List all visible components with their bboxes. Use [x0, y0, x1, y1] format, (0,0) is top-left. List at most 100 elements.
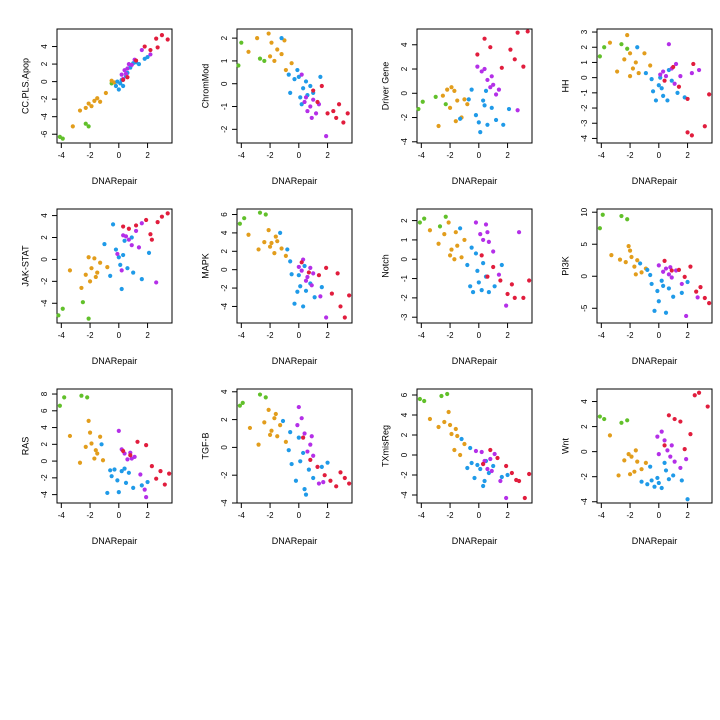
data-point [155, 220, 160, 225]
data-point [649, 478, 654, 483]
data-point [83, 444, 88, 449]
data-point [509, 282, 514, 287]
data-point [273, 234, 278, 239]
data-point [272, 58, 277, 64]
data-point [105, 265, 110, 270]
x-tick-label: 2 [505, 151, 510, 160]
data-point [495, 455, 500, 461]
data-point [417, 220, 422, 225]
data-point [447, 105, 453, 110]
plot-box [416, 388, 533, 504]
data-point [617, 257, 623, 262]
data-point [135, 439, 140, 444]
data-point [115, 251, 120, 257]
data-point [648, 272, 653, 278]
data-point [299, 102, 304, 107]
data-point [144, 495, 149, 500]
panel-2: -4 -2 0 2 -4 -2 0 2 4 DNARepair Driver Gene [380, 28, 533, 186]
x-tick-label: 2 [145, 331, 150, 340]
x-axis-title: DNARepair [632, 536, 678, 546]
data-point [483, 222, 489, 227]
data-point [420, 99, 425, 104]
y-tick-label: 2 [40, 235, 49, 240]
data-point [301, 304, 306, 309]
plot-box [416, 28, 533, 144]
y-tick-label: 0 [220, 445, 229, 450]
data-point [696, 390, 702, 395]
data-point [475, 462, 480, 468]
data-point [671, 64, 676, 70]
data-point [443, 102, 448, 107]
y-tick-label: -1 [400, 274, 409, 282]
data-point [655, 475, 660, 481]
data-point [658, 75, 663, 80]
data-point [87, 279, 93, 284]
x-tick-label: -2 [627, 331, 635, 340]
data-point [443, 214, 448, 219]
data-point [302, 431, 307, 436]
x-tick-label: -2 [87, 151, 95, 160]
data-point [308, 104, 313, 109]
data-point [329, 291, 334, 296]
data-point [118, 262, 123, 267]
data-point [285, 247, 290, 252]
data-point [139, 277, 144, 282]
y-tick-label: 1 [580, 60, 589, 65]
data-point [625, 418, 630, 423]
data-point [449, 247, 454, 252]
data-point [622, 458, 627, 463]
data-point [491, 463, 496, 469]
data-point [478, 232, 483, 237]
data-point [263, 212, 268, 217]
data-point [142, 44, 147, 49]
data-point [678, 465, 683, 471]
data-point [279, 246, 284, 251]
data-point [662, 438, 667, 443]
data-point [115, 478, 120, 483]
x-axis-title: DNARepair [452, 356, 498, 366]
panel-0: -4 -2 0 2 -6 -4 -2 0 2 4 DNARepair CC.PLS.Apop [20, 28, 173, 186]
data-point [675, 90, 680, 95]
y-axis-title: MAPK [200, 253, 210, 279]
data-point [597, 54, 602, 59]
data-point [108, 468, 113, 473]
y-axis-title: TGF-B [200, 433, 210, 460]
data-point [155, 45, 160, 50]
y-tick-label: -2 [400, 471, 409, 479]
data-point [109, 474, 114, 479]
y-tick-label: 4 [580, 399, 589, 404]
data-point [89, 104, 94, 109]
data-point [702, 124, 707, 129]
x-tick-label: 0 [117, 511, 122, 520]
data-point [79, 393, 84, 398]
data-point [602, 45, 607, 50]
data-point [483, 88, 489, 93]
data-point [85, 395, 90, 400]
data-point [262, 420, 267, 425]
data-point [453, 230, 458, 235]
data-point [417, 396, 422, 402]
data-point [459, 436, 464, 442]
data-point [659, 485, 664, 491]
data-point [126, 470, 131, 475]
data-point [684, 457, 689, 462]
data-point [649, 281, 654, 287]
data-point [149, 237, 154, 242]
x-tick-label: -4 [598, 331, 606, 340]
data-point [525, 29, 530, 34]
data-point [619, 42, 624, 47]
data-point [121, 224, 126, 229]
data-point [256, 442, 261, 447]
data-point [478, 466, 483, 472]
data-point [136, 61, 142, 67]
data-point [685, 279, 690, 285]
x-tick-label: 2 [505, 511, 510, 520]
data-point [321, 480, 326, 485]
data-point [626, 244, 631, 249]
data-point [481, 461, 486, 467]
data-point [476, 280, 481, 285]
data-point [113, 83, 119, 89]
x-tick-label: 0 [297, 511, 302, 520]
data-point [626, 452, 631, 457]
data-point [342, 315, 347, 320]
